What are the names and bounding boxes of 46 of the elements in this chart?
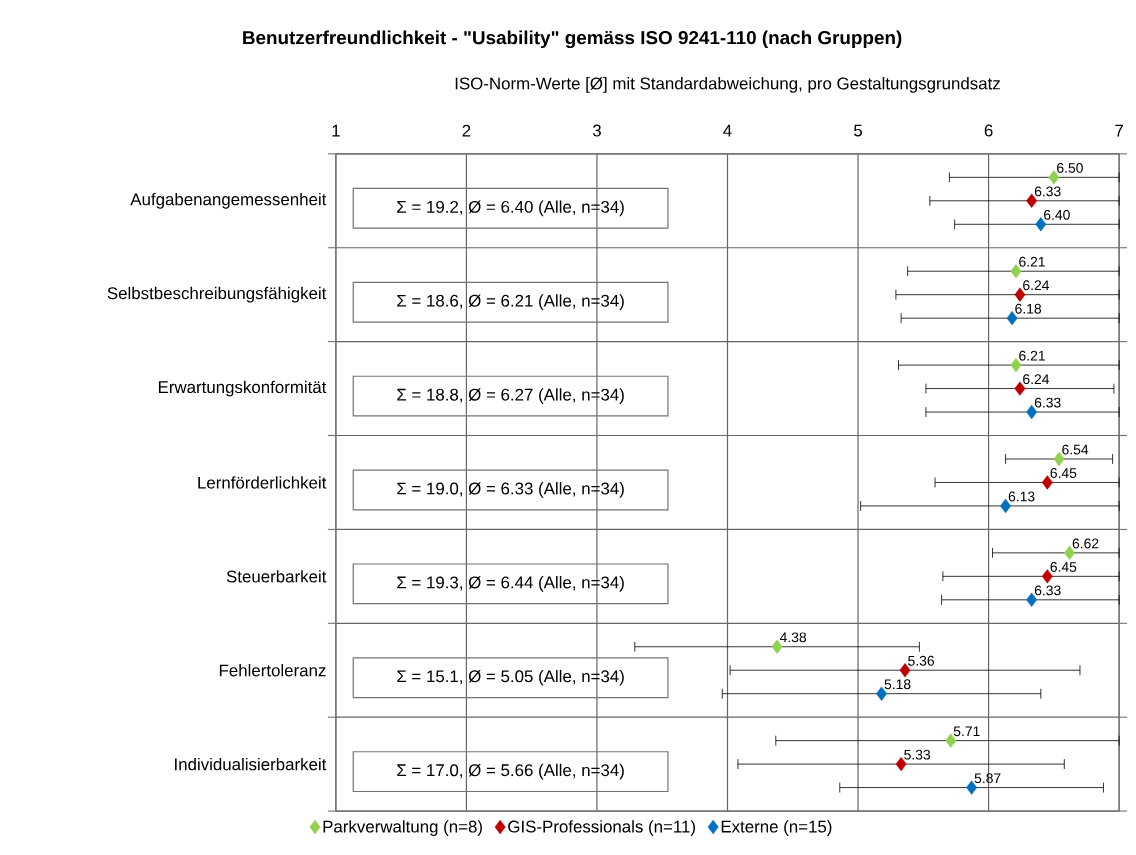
y-tick-label: Steuerbarkeit <box>226 570 327 583</box>
data-label: 6.33 <box>1034 397 1061 408</box>
x-tick-label: 4 <box>723 124 732 137</box>
data-label: 6.33 <box>1034 585 1061 596</box>
data-label: 6.18 <box>1015 303 1042 314</box>
data-label: 6.21 <box>1019 257 1045 267</box>
y-tick-label: Aufgabenangemessenheit <box>130 193 327 209</box>
annotation: Σ = 18.6, Ø = 6.21 (Alle, n=34) <box>397 294 624 311</box>
data-label: 5.33 <box>904 749 931 760</box>
data-label: 6.45 <box>1050 562 1077 572</box>
legend-label: GIS-Professionals (n=11) <box>508 820 695 837</box>
data-label: 5.36 <box>908 656 934 666</box>
data-label: 6.13 <box>1008 491 1035 502</box>
y-tick-label: Erwartungskonformität <box>158 380 327 397</box>
chart-title: Benutzerfreundlichkeit - "Usability" gemäss ISO 9241-110 (nach Gruppen) <box>243 30 902 49</box>
annotation: Σ = 19.3, Ø = 6.44 (Alle, n=34) <box>397 576 624 592</box>
annotation: Σ = 17.0, Ø = 5.66 (Alle, n=34) <box>397 763 624 780</box>
x-tick-label: 3 <box>592 124 601 137</box>
data-label: 4.38 <box>779 632 807 643</box>
x-tick-label: 2 <box>462 124 471 137</box>
data-label: 6.24 <box>1023 374 1050 385</box>
data-label: 6.50 <box>1057 163 1083 173</box>
y-tick-label: Individualisierbarkeit <box>175 758 327 771</box>
y-tick-label: Selbstbeschreibungsfähigkeit <box>107 286 327 303</box>
data-label: 6.62 <box>1072 538 1099 549</box>
annotation: Σ = 15.1, Ø = 5.05 (Alle, n=34) <box>397 670 624 686</box>
y-tick-label: Lernförderlichkeit <box>198 476 327 489</box>
annotation: Σ = 19.0, Ø = 6.33 (Alle, n=34) <box>397 482 624 498</box>
data-label: 6.40 <box>1044 210 1070 220</box>
data-label: 6.54 <box>1062 444 1089 455</box>
data-label: 6.45 <box>1050 468 1077 479</box>
legend-label: Parkverwaltung (n=8) <box>323 820 482 837</box>
annotation: Σ = 18.8, Ø = 6.27 (Alle, n=34) <box>397 388 624 405</box>
data-label: 5.18 <box>884 679 911 690</box>
data-label: 6.21 <box>1019 350 1045 361</box>
x-tick-label: 7 <box>1115 124 1123 137</box>
x-axis-title: ISO-Norm-Werte [Ø] mit Standardabweichung, pro Gestaltungsgrundsatz <box>455 77 1000 93</box>
data-label: 6.33 <box>1034 186 1061 197</box>
x-tick-label: 5 <box>854 124 863 137</box>
x-tick-label: 1 <box>332 124 340 137</box>
legend-label: Externe (n=15) <box>721 820 832 837</box>
annotation: Σ = 19.2, Ø = 6.40 (Alle, n=34) <box>397 200 624 217</box>
data-label: 5.71 <box>953 726 980 737</box>
x-tick-label: 6 <box>984 124 993 137</box>
data-label: 6.24 <box>1023 280 1050 291</box>
y-tick-label: Fehlertoleranz <box>219 664 326 677</box>
